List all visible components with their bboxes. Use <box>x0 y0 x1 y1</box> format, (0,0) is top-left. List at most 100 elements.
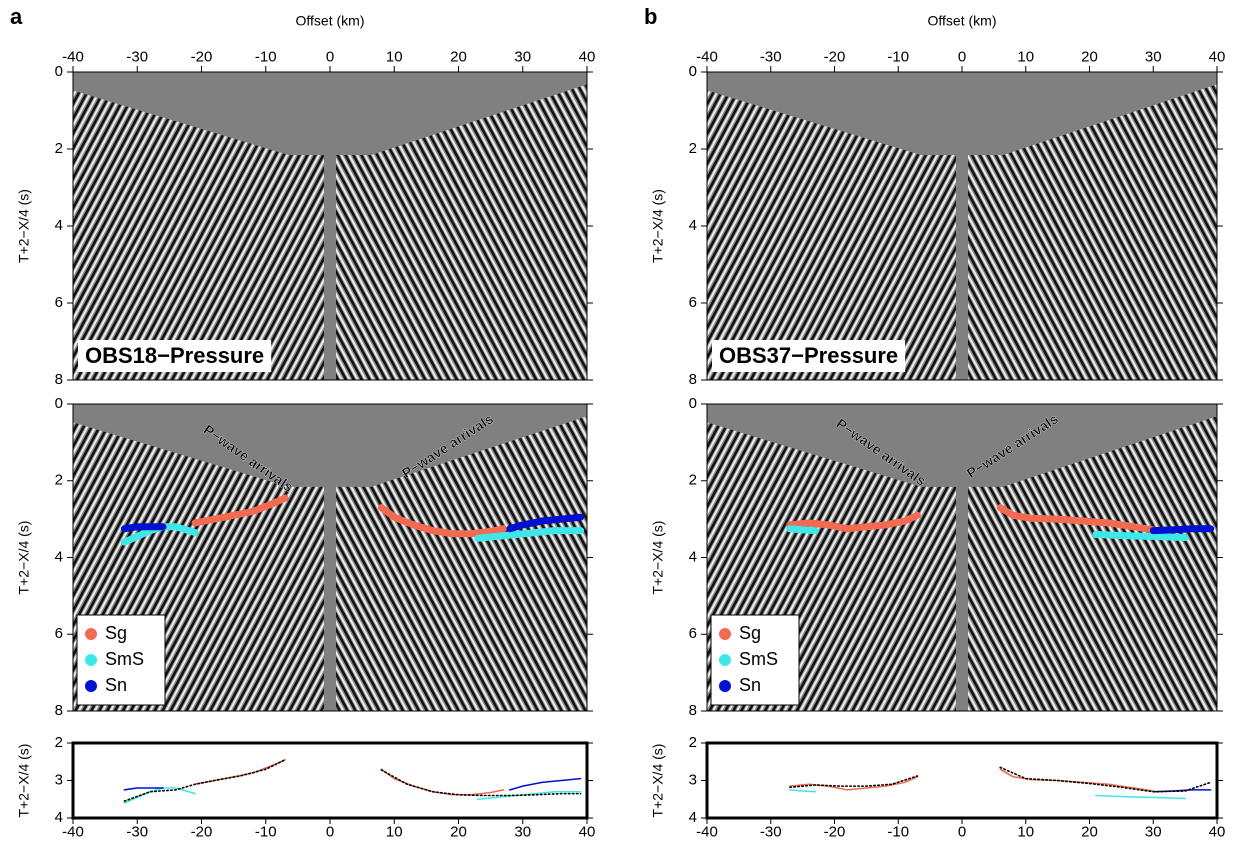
x-tick-label: 20 <box>1081 823 1098 840</box>
x-tick-label: 30 <box>514 49 531 66</box>
x-tick-label: -40 <box>62 823 84 840</box>
pick-line <box>120 513 585 533</box>
pick-line <box>786 504 1157 534</box>
legend-label: Sg <box>105 623 127 643</box>
x-tick-label: 0 <box>326 823 334 840</box>
y-axis-label: T+2−X/4 (s) <box>16 521 32 595</box>
x-tick-label: 20 <box>1081 49 1098 66</box>
pick-line <box>789 766 1212 793</box>
x-tick-label: -40 <box>696 49 718 66</box>
x-tick-label: -20 <box>191 49 213 66</box>
y-tick-label: 3 <box>689 771 697 788</box>
pick-line <box>1149 525 1215 535</box>
y-tick-label: 8 <box>689 371 697 388</box>
y-tick-label: 8 <box>689 702 697 719</box>
y-tick-label: 2 <box>689 472 697 489</box>
y-axis-label: T+2−X/4 (s) <box>16 744 32 818</box>
x-tick-label: 0 <box>958 823 966 840</box>
y-axis-label: T+2−X/4 (s) <box>650 744 666 818</box>
x-tick-label: 10 <box>386 49 403 66</box>
legend-swatch <box>719 680 731 692</box>
x-tick-label: -10 <box>255 49 277 66</box>
pick-line <box>789 768 1155 792</box>
legend-swatch <box>85 628 97 640</box>
y-axis-label: T+2−X/4 (s) <box>650 189 666 263</box>
center-strip <box>324 404 336 711</box>
y-axis-label: T+2−X/4 (s) <box>650 521 666 595</box>
x-tick-label: -40 <box>62 49 84 66</box>
x-axis-label: Offset (km) <box>928 13 997 29</box>
x-tick-label: 0 <box>326 49 334 66</box>
x-tick-label: 0 <box>958 49 966 66</box>
y-tick-label: 4 <box>689 548 697 565</box>
x-tick-label: -20 <box>824 49 846 66</box>
label-box <box>78 340 272 372</box>
y-axis-label: T+2−X/4 (s) <box>16 189 32 263</box>
y-tick-label: 0 <box>689 63 697 80</box>
y-tick-label: 0 <box>55 63 63 80</box>
center-strip <box>324 72 336 380</box>
y-tick-label: 6 <box>689 625 697 642</box>
x-tick-label: -10 <box>887 49 909 66</box>
y-tick-label: 3 <box>55 771 63 788</box>
pick-line <box>123 777 582 791</box>
pick-line <box>789 789 1186 800</box>
x-tick-label: 30 <box>1145 823 1162 840</box>
x-tick-label: -30 <box>760 823 782 840</box>
record-label: OBS18−Pressure <box>85 343 264 368</box>
legend-swatch <box>719 654 731 666</box>
x-tick-label: -30 <box>126 49 148 66</box>
y-tick-label: 2 <box>55 140 63 157</box>
label-box <box>712 340 906 372</box>
legend-label: SmS <box>739 649 778 669</box>
x-axis-label: Offset (km) <box>296 13 365 29</box>
legend-swatch <box>85 654 97 666</box>
x-tick-label: -30 <box>760 49 782 66</box>
y-tick-label: 4 <box>689 809 697 826</box>
x-tick-label: -10 <box>255 823 277 840</box>
y-tick-label: 4 <box>689 217 697 234</box>
panel-label: a <box>10 4 23 29</box>
y-tick-label: 4 <box>55 217 63 234</box>
y-tick-label: 6 <box>689 294 697 311</box>
x-tick-label: 40 <box>579 49 596 66</box>
y-tick-label: 8 <box>55 371 63 388</box>
y-tick-label: 6 <box>55 294 63 311</box>
legend-label: Sn <box>105 675 127 695</box>
x-tick-label: -20 <box>824 823 846 840</box>
pick-line <box>191 494 507 538</box>
x-tick-label: 20 <box>450 49 467 66</box>
panel-label: b <box>644 4 657 29</box>
x-tick-label: 40 <box>1209 823 1226 840</box>
y-tick-label: 2 <box>55 472 63 489</box>
legend-label: SmS <box>105 649 144 669</box>
pick-line <box>194 759 505 796</box>
x-tick-label: 10 <box>1017 49 1034 66</box>
frame <box>71 741 589 820</box>
record-label: OBS37−Pressure <box>719 343 898 368</box>
y-tick-label: 8 <box>55 702 63 719</box>
x-tick-label: 10 <box>386 823 403 840</box>
y-tick-label: 4 <box>55 548 63 565</box>
frame <box>705 741 1219 820</box>
y-tick-label: 6 <box>55 625 63 642</box>
y-tick-label: 0 <box>689 395 697 412</box>
y-tick-label: 2 <box>689 140 697 157</box>
center-strip <box>956 404 968 711</box>
y-tick-label: 4 <box>55 809 63 826</box>
pick-line <box>123 759 582 802</box>
x-tick-label: 40 <box>579 823 596 840</box>
legend-swatch <box>85 680 97 692</box>
pick-line <box>786 525 1189 542</box>
y-tick-label: 2 <box>55 734 63 751</box>
legend-label: Sn <box>739 675 761 695</box>
x-tick-label: 40 <box>1209 49 1226 66</box>
x-tick-label: 20 <box>450 823 467 840</box>
x-tick-label: 30 <box>1145 49 1162 66</box>
legend-swatch <box>719 628 731 640</box>
x-tick-label: -20 <box>191 823 213 840</box>
y-tick-label: 2 <box>689 734 697 751</box>
y-tick-label: 0 <box>55 395 63 412</box>
